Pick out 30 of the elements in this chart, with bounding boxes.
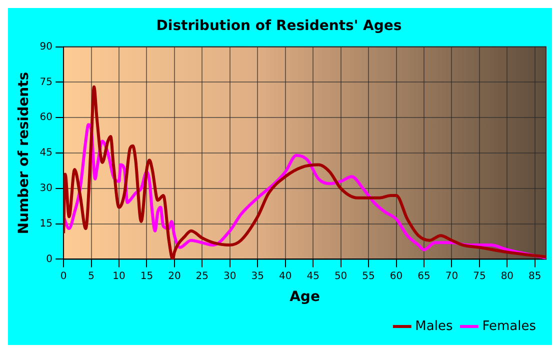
legend-label: Females bbox=[482, 318, 536, 334]
x-tick-label: 60 bbox=[390, 270, 403, 282]
x-tick-label: 85 bbox=[528, 270, 542, 282]
y-tick-label: 0 bbox=[46, 254, 53, 265]
x-tick-label: 35 bbox=[251, 270, 264, 282]
x-tick-label: 50 bbox=[334, 270, 348, 282]
y-tick-label: 15 bbox=[40, 218, 53, 230]
x-tick-label: 40 bbox=[278, 270, 292, 282]
x-tick-label: 65 bbox=[418, 270, 430, 282]
x-tick-label: 15 bbox=[140, 270, 154, 282]
y-tick-label: 60 bbox=[40, 112, 53, 124]
y-axis-title: Number of residents bbox=[16, 72, 32, 234]
x-tick-label: 80 bbox=[500, 270, 514, 282]
x-tick-label: 70 bbox=[445, 270, 458, 282]
x-tick-label: 45 bbox=[306, 270, 320, 282]
x-tick-label: 75 bbox=[473, 270, 486, 282]
x-tick-label: 20 bbox=[168, 270, 181, 282]
chart-title: Distribution of Residents' Ages bbox=[156, 18, 402, 34]
x-tick-label: 0 bbox=[60, 270, 67, 282]
y-tick-label: 30 bbox=[40, 182, 53, 194]
legend-label: Males bbox=[415, 318, 453, 334]
y-tick-label: 90 bbox=[40, 41, 53, 52]
x-axis-title: Age bbox=[290, 289, 320, 306]
x-tick-label: 10 bbox=[112, 270, 126, 282]
y-tick-label: 45 bbox=[40, 148, 53, 159]
x-tick-label: 5 bbox=[88, 270, 94, 282]
x-tick-label: 55 bbox=[362, 270, 375, 282]
x-tick-label: 30 bbox=[224, 270, 236, 282]
y-tick-label: 75 bbox=[40, 76, 53, 88]
x-tick-label: 25 bbox=[196, 270, 209, 282]
